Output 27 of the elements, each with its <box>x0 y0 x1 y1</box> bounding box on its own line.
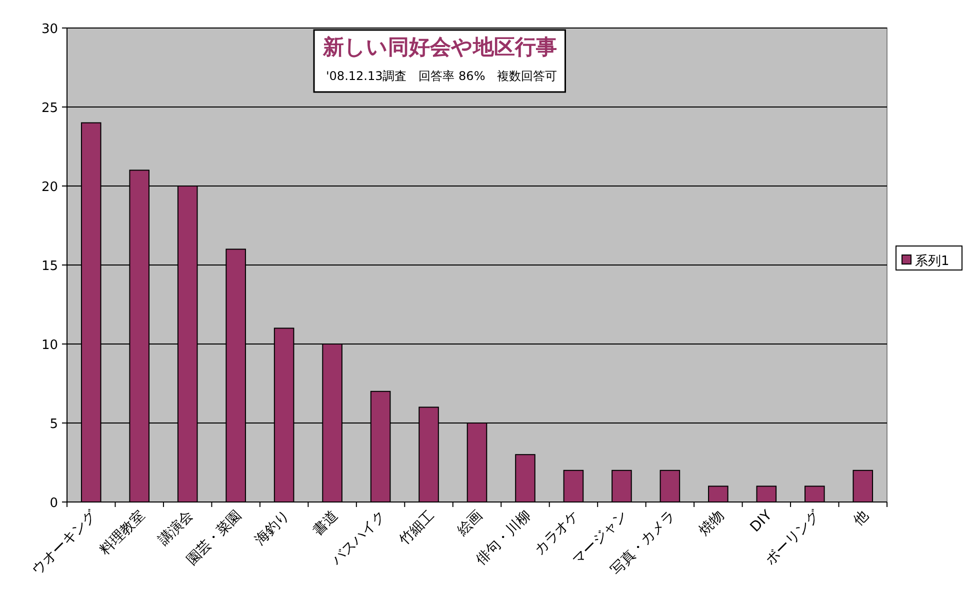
chart-title: 新しい同好会や地区行事 <box>322 35 557 59</box>
text: '08.12.13調査 回答率 86% 複数回答可 <box>326 69 558 83</box>
y-tick-label: 25 <box>41 101 58 116</box>
bar <box>515 454 536 502</box>
legend-label: 系列1 <box>915 254 950 269</box>
bar <box>852 470 874 502</box>
y-tick-label: 5 <box>50 417 58 432</box>
x-tick-label: 講演会 <box>155 508 196 549</box>
bar <box>708 486 728 502</box>
y-tick-label: 15 <box>41 259 58 274</box>
x-tick-label: 料理教室 <box>97 508 148 558</box>
bar <box>563 470 584 502</box>
y-tick-label: 30 <box>41 22 58 37</box>
x-tick-label: 海釣り <box>252 508 293 549</box>
bar <box>660 470 680 502</box>
x-tick-label: DIY <box>747 507 776 536</box>
x-tick-label: 他 <box>850 508 872 529</box>
bar <box>612 470 632 502</box>
y-tick-label: 0 <box>50 496 58 511</box>
x-tick-label: 絵画 <box>454 508 486 540</box>
bar <box>804 486 825 502</box>
y-tick-label: 20 <box>41 180 58 195</box>
x-tick-label: 書道 <box>310 508 342 539</box>
x-tick-label: 焼物 <box>696 508 728 539</box>
y-tick-label: 10 <box>41 338 58 353</box>
bar <box>756 486 777 502</box>
x-tick-label: 竹細工 <box>396 508 438 549</box>
